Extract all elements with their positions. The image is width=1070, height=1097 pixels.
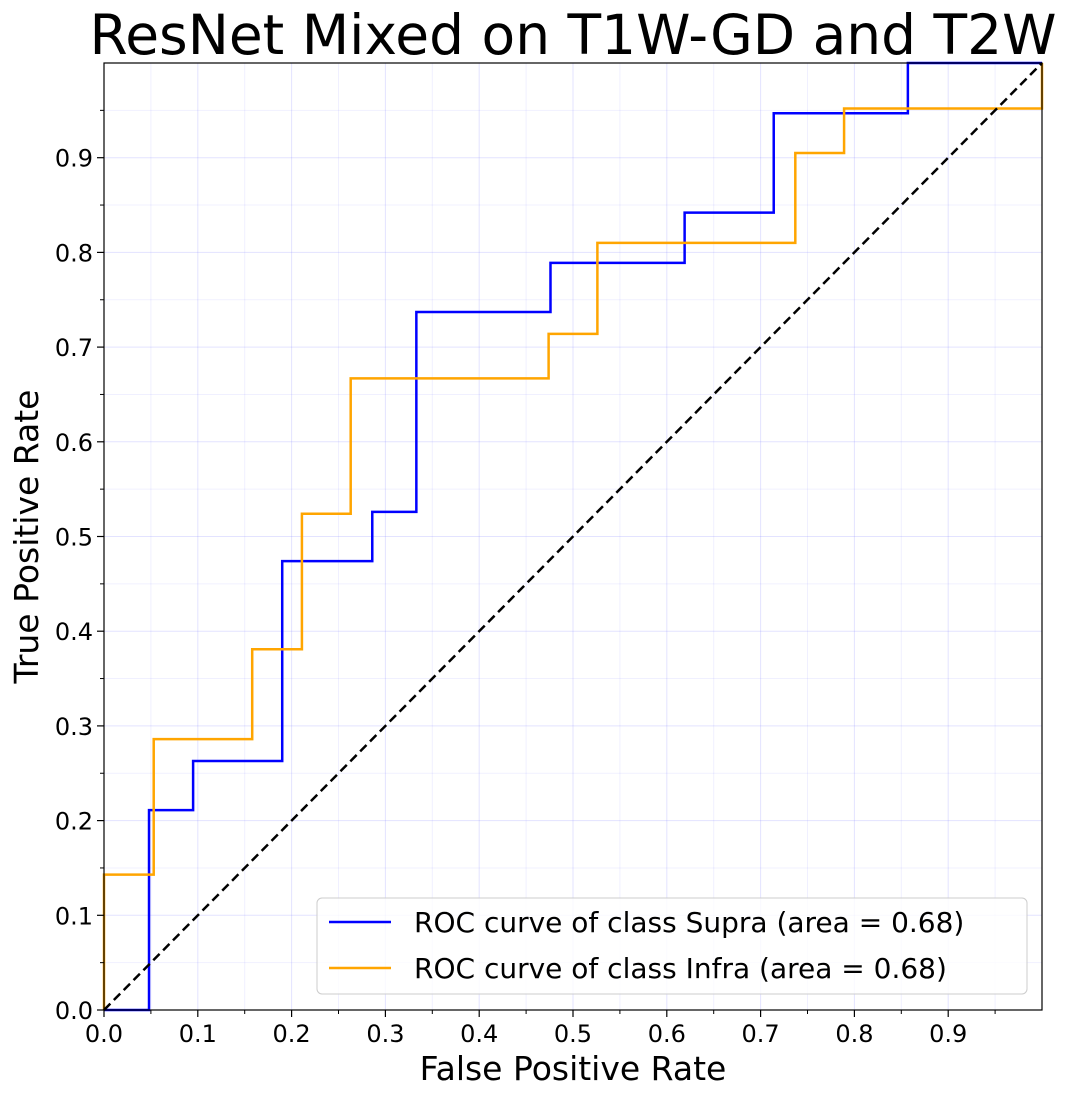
y-tick-label: 0.8 xyxy=(55,239,93,267)
y-tick-label: 0.3 xyxy=(55,713,93,741)
x-tick-label: 0.9 xyxy=(929,1020,967,1048)
x-tick-label: 0.2 xyxy=(273,1020,311,1048)
y-tick-label: 0.0 xyxy=(55,997,93,1025)
x-axis: 0.0 0.1 0.2 0.3 0.4 0.5 0.6 0.7 0.8 0.9 xyxy=(85,1010,996,1048)
diagonal-reference-line xyxy=(103,62,1043,1011)
x-axis-title: False Positive Rate xyxy=(420,1049,727,1088)
series-infra-line xyxy=(102,63,1044,1010)
legend-label: ROC curve of class Supra (area = 0.68) xyxy=(414,906,964,939)
x-tick-label: 0.7 xyxy=(742,1020,780,1048)
y-tick-label: 0.1 xyxy=(55,902,93,930)
legend: ROC curve of class Supra (area = 0.68) RO… xyxy=(316,897,1028,995)
y-tick-label: 0.6 xyxy=(55,429,93,457)
y-tick-label: 0.7 xyxy=(55,334,93,362)
x-tick-label: 0.1 xyxy=(179,1020,217,1048)
y-tick-label: 0.4 xyxy=(55,618,93,646)
chart-title: ResNet Mixed on T1W-GD and T2W xyxy=(89,3,1056,67)
grid xyxy=(104,63,1042,1010)
legend-label: ROC curve of class Infra (area = 0.68) xyxy=(414,952,947,985)
x-tick-label: 0.5 xyxy=(554,1020,592,1048)
x-tick-label: 0.8 xyxy=(835,1020,873,1048)
x-tick-label: 0.4 xyxy=(460,1020,498,1048)
x-tick-label: 0.6 xyxy=(648,1020,686,1048)
series-supra-line xyxy=(104,61,1042,1012)
y-axis: 0.0 0.1 0.2 0.3 0.4 0.5 0.6 0.7 0.8 0.9 xyxy=(55,109,104,1025)
legend-box xyxy=(316,897,1028,995)
x-tick-label: 0.0 xyxy=(85,1020,123,1048)
y-tick-label: 0.9 xyxy=(55,145,93,173)
series-group xyxy=(102,61,1044,1012)
y-tick-label: 0.2 xyxy=(55,808,93,836)
y-tick-label: 0.5 xyxy=(55,524,93,552)
y-axis-title: True Positive Rate xyxy=(7,390,46,685)
x-tick-label: 0.3 xyxy=(366,1020,404,1048)
